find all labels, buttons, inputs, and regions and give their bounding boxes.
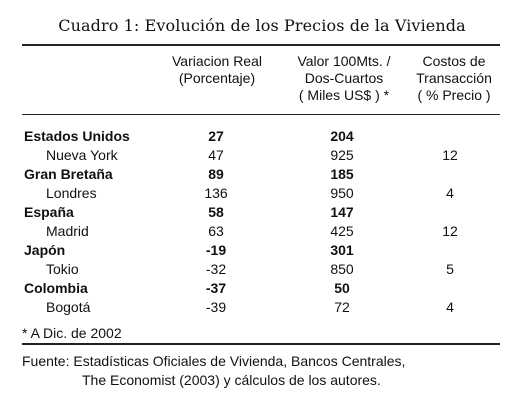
cell-valor: 50 (334, 280, 350, 296)
row-name: Estados Unidos (24, 128, 130, 144)
cell-variacion: 58 (208, 204, 224, 220)
row-name: Madrid (46, 223, 89, 239)
table-row: Madrid 63 425 12 (22, 222, 500, 241)
header-line: ( % Precio ) (417, 87, 491, 103)
table-row: España 58 147 (22, 203, 500, 222)
header-rule (22, 114, 500, 115)
row-name: Colombia (24, 280, 88, 296)
cell-variacion: -37 (205, 280, 227, 296)
table-row: Londres 136 950 4 (22, 184, 500, 203)
row-name: Gran Bretaña (24, 166, 113, 182)
table-row: Tokio -32 850 5 (22, 260, 500, 279)
header-line: Dos-Cuartos (304, 70, 384, 86)
row-name: Japón (24, 242, 66, 258)
bottom-rule (22, 343, 500, 345)
cell-valor: 425 (330, 223, 354, 239)
row-name: Nueva York (46, 147, 118, 163)
source-line-1: Fuente: Estadísticas Oficiales de Vivien… (22, 353, 406, 369)
cell-valor: 850 (330, 261, 354, 277)
table-title: Cuadro 1: Evolución de los Precios de la… (58, 16, 466, 35)
header-valor: Valor 100Mts. / Dos-Cuartos ( Miles US$ … (283, 53, 405, 104)
cell-valor: 950 (330, 185, 354, 201)
cell-valor: 185 (330, 166, 354, 182)
header-costos: Costos de Transacción ( % Precio ) (404, 53, 504, 104)
header-line: Variacion Real (171, 53, 262, 69)
footnote: * A Dic. de 2002 (22, 325, 122, 341)
cell-variacion: -32 (205, 261, 227, 277)
table-row: Bogotá -39 72 4 (22, 298, 500, 317)
header-line: (Porcentaje) (178, 70, 256, 86)
header-line: Valor 100Mts. / (297, 53, 391, 69)
source-note: Fuente: Estadísticas Oficiales de Vivien… (22, 352, 405, 390)
header-line: Costos de (422, 53, 486, 69)
cell-variacion: -19 (205, 242, 227, 258)
cell-valor: 147 (330, 204, 354, 220)
row-name: Tokio (46, 261, 79, 277)
data-table: Estados Unidos 27 204 Nueva York 47 925 … (22, 127, 500, 317)
table-row: Japón -19 301 (22, 241, 500, 260)
cell-valor: 301 (330, 242, 354, 258)
header-line: Transacción (416, 70, 492, 86)
cell-valor: 72 (334, 299, 350, 315)
header-variacion-real: Variacion Real (Porcentaje) (157, 53, 277, 87)
cell-costos: 4 (446, 299, 454, 315)
row-name: España (24, 204, 74, 220)
cell-variacion: 89 (208, 166, 224, 182)
cell-variacion: 27 (208, 128, 224, 144)
cell-valor: 204 (330, 128, 354, 144)
table-row: Nueva York 47 925 12 (22, 146, 500, 165)
table-row: Estados Unidos 27 204 (22, 127, 500, 146)
source-line-2: The Economist (2003) y cálculos de los a… (82, 372, 381, 388)
cell-costos: 4 (446, 185, 454, 201)
cell-variacion: 47 (208, 147, 224, 163)
header-line: ( Miles US$ ) * (298, 87, 390, 103)
cell-costos: 5 (446, 261, 454, 277)
cell-costos: 12 (442, 147, 458, 163)
row-name: Bogotá (46, 299, 91, 315)
top-rule (22, 44, 500, 46)
cell-valor: 925 (330, 147, 354, 163)
cell-variacion: 63 (208, 223, 224, 239)
cell-costos: 12 (442, 223, 458, 239)
cell-variacion: -39 (205, 299, 227, 315)
row-name: Londres (46, 185, 97, 201)
table-row: Colombia -37 50 (22, 279, 500, 298)
cell-variacion: 136 (204, 185, 228, 201)
table-row: Gran Bretaña 89 185 (22, 165, 500, 184)
